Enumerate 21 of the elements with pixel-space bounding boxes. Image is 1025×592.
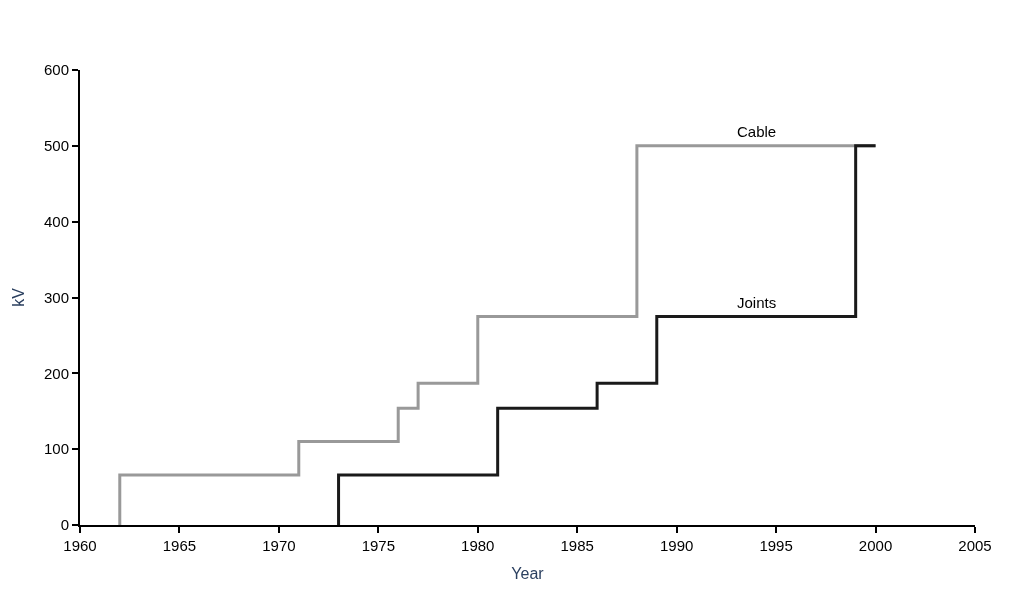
x-tick-label: 1970	[262, 537, 296, 554]
y-tick-label: 600	[43, 61, 69, 79]
x-tick-label: 1990	[659, 537, 694, 554]
y-tick-label: 300	[43, 288, 69, 306]
y-tick-label: 0	[60, 516, 69, 534]
series-label: Cable	[737, 123, 777, 140]
x-axis-title: Year	[511, 565, 545, 583]
y-tick-label: 500	[43, 137, 69, 155]
x-tick-label: 2000	[858, 537, 893, 554]
x-tick-label: 1960	[63, 537, 97, 554]
x-tick-label: 1980	[461, 537, 495, 554]
x-tick-label: 2005	[958, 537, 992, 554]
y-tick-label: 100	[43, 440, 69, 458]
x-tick-label: 1985	[560, 537, 594, 554]
x-tick-label: 1965	[162, 537, 197, 554]
x-tick-label: 1995	[759, 537, 793, 554]
y-tick-label: 400	[43, 212, 69, 230]
y-tick-label: 200	[43, 364, 69, 382]
y-axis-title: kV	[10, 287, 28, 307]
x-tick-label: 1975	[361, 537, 396, 554]
series-label: Joints	[737, 294, 777, 311]
